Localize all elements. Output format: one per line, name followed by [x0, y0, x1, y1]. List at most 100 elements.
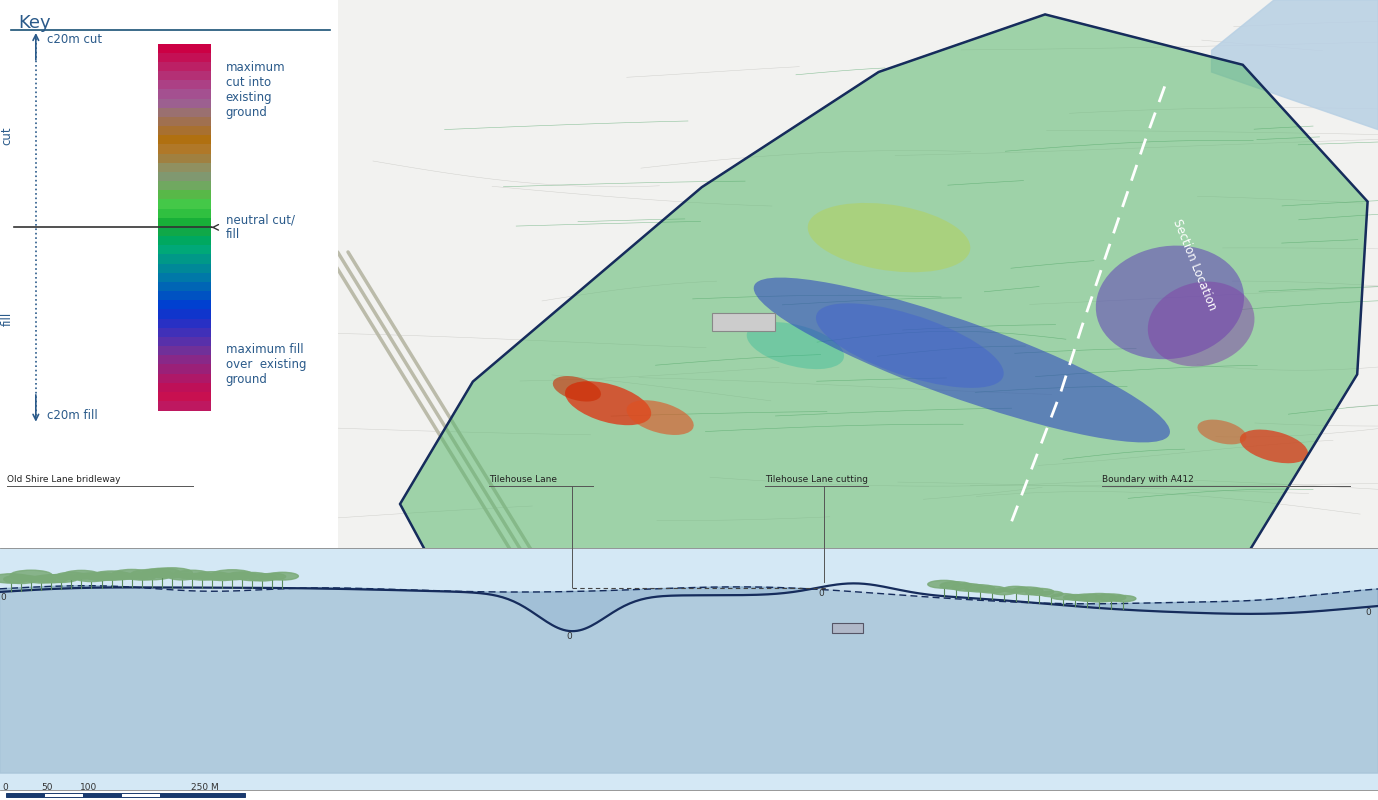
Bar	[157, 282, 211, 291]
Bar	[157, 227, 211, 237]
Text: 0: 0	[1366, 608, 1371, 618]
Bar	[157, 263, 211, 273]
Circle shape	[227, 572, 258, 579]
Circle shape	[10, 570, 52, 581]
Bar	[157, 117, 211, 126]
Circle shape	[1025, 588, 1054, 595]
Text: 0: 0	[566, 632, 572, 642]
Bar	[157, 236, 211, 246]
Ellipse shape	[627, 400, 693, 435]
Text: Tilehouse Lane: Tilehouse Lane	[489, 475, 557, 484]
Text: c20m fill: c20m fill	[47, 409, 98, 422]
Bar	[0, 548, 1378, 790]
Circle shape	[196, 572, 229, 580]
Bar	[157, 126, 211, 136]
Bar	[678, 658, 711, 673]
Text: 200: 200	[703, 635, 722, 645]
Text: 100: 100	[80, 783, 96, 792]
Circle shape	[965, 585, 995, 592]
Circle shape	[1111, 595, 1135, 602]
Bar	[157, 209, 211, 218]
Bar	[121, 793, 160, 797]
Circle shape	[187, 573, 216, 580]
Bar	[160, 793, 245, 797]
Bar	[157, 53, 211, 62]
Text: neutral cut/
fill: neutral cut/ fill	[226, 214, 295, 242]
Text: 0: 0	[819, 589, 824, 598]
Bar	[157, 71, 211, 81]
Bar	[645, 658, 678, 673]
Bar	[157, 310, 211, 319]
Circle shape	[44, 574, 79, 582]
Bar	[157, 135, 211, 145]
Circle shape	[927, 580, 960, 588]
Bar	[157, 401, 211, 410]
Bar	[157, 254, 211, 264]
Text: 0: 0	[641, 635, 648, 645]
Circle shape	[0, 574, 30, 583]
Bar	[157, 273, 211, 282]
Ellipse shape	[754, 278, 1170, 442]
Circle shape	[34, 574, 68, 583]
Text: 0: 0	[3, 783, 8, 792]
Circle shape	[259, 574, 285, 580]
Circle shape	[248, 574, 277, 581]
Bar	[157, 172, 211, 182]
Bar	[712, 313, 774, 331]
Bar	[744, 658, 777, 673]
Text: maximum fill
over  existing
ground: maximum fill over existing ground	[226, 343, 306, 386]
Text: Section Location: Section Location	[1170, 218, 1218, 313]
Bar	[157, 98, 211, 108]
Circle shape	[26, 576, 55, 583]
Ellipse shape	[1096, 246, 1244, 359]
Ellipse shape	[816, 303, 1003, 388]
Ellipse shape	[1197, 420, 1247, 444]
Bar	[777, 658, 841, 673]
Circle shape	[952, 583, 984, 591]
Circle shape	[127, 573, 156, 580]
Text: 250 M: 250 M	[192, 783, 219, 792]
Bar	[157, 145, 211, 154]
Bar	[157, 328, 211, 338]
Bar	[44, 793, 83, 797]
Text: Key: Key	[18, 14, 51, 32]
Bar	[157, 291, 211, 301]
Bar	[832, 623, 863, 633]
Bar	[157, 318, 211, 328]
Circle shape	[1097, 594, 1126, 601]
Circle shape	[1040, 591, 1062, 597]
Text: 50: 50	[41, 783, 52, 792]
Bar	[157, 374, 211, 383]
Circle shape	[4, 575, 39, 583]
Circle shape	[152, 568, 193, 578]
Circle shape	[1003, 586, 1028, 593]
Bar	[157, 181, 211, 190]
Circle shape	[940, 582, 971, 590]
Text: c20m cut: c20m cut	[47, 33, 102, 46]
Circle shape	[107, 573, 135, 579]
Bar	[157, 337, 211, 346]
Text: 500 M: 500 M	[790, 635, 821, 645]
Text: cut: cut	[0, 126, 14, 145]
Circle shape	[92, 571, 131, 580]
Circle shape	[1082, 594, 1116, 602]
Ellipse shape	[1240, 430, 1308, 463]
Ellipse shape	[565, 382, 652, 425]
Bar	[157, 364, 211, 374]
Bar	[157, 392, 211, 402]
Bar	[157, 246, 211, 255]
Circle shape	[236, 573, 269, 581]
Bar	[157, 44, 211, 54]
Polygon shape	[400, 14, 1367, 691]
Ellipse shape	[747, 322, 845, 369]
Circle shape	[211, 570, 254, 580]
Bar	[157, 346, 211, 356]
Circle shape	[991, 589, 1017, 594]
Circle shape	[1072, 594, 1102, 602]
Text: N: N	[597, 598, 608, 611]
Circle shape	[63, 570, 99, 579]
Circle shape	[131, 570, 174, 580]
Circle shape	[1064, 594, 1087, 600]
Bar	[157, 199, 211, 209]
Circle shape	[143, 568, 181, 578]
